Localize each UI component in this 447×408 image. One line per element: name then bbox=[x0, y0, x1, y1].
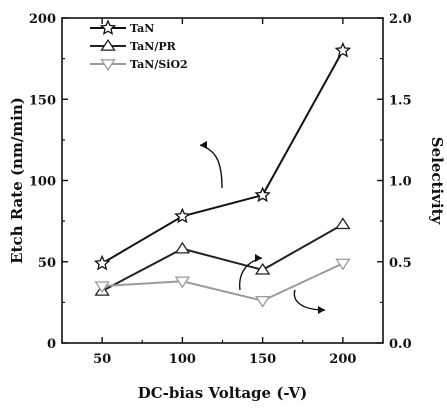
x-tick-label: 100 bbox=[169, 352, 196, 367]
y-axis-left-label: Etch Rate (nm/min) bbox=[8, 97, 26, 264]
legend-label-tan-sio2: TaN/SiO2 bbox=[130, 58, 188, 71]
y-left-tick-label: 150 bbox=[29, 93, 56, 108]
data-point-tan-sio2 bbox=[254, 296, 271, 308]
data-point-tan-pr bbox=[335, 217, 351, 230]
y-left-tick-label: 100 bbox=[29, 175, 56, 190]
data-point-tan-sio2 bbox=[174, 276, 191, 289]
legend-marker-tan bbox=[99, 19, 117, 36]
data-point-tan-pr bbox=[254, 262, 271, 275]
y-right-tick-label: 0.5 bbox=[389, 256, 412, 271]
data-point-tan bbox=[254, 186, 271, 203]
data-point-tan-sio2 bbox=[335, 258, 351, 271]
legend: TaN TaN/PR TaN/SiO2 bbox=[90, 19, 188, 72]
y-right-tick-label: 2.0 bbox=[389, 12, 412, 27]
series-line-tan bbox=[101, 50, 344, 265]
data-point-tan-sio2 bbox=[94, 281, 110, 294]
y-axis-right-label: Selectivity bbox=[428, 137, 446, 226]
ticks-layer: 50 100 150 200 0 50 100 150 200 0.0 0.5 1.0 1.5 2.0 bbox=[29, 12, 412, 367]
data-point-tan bbox=[174, 207, 191, 224]
y-right-tick-label: 1.0 bbox=[389, 175, 412, 190]
y-left-tick-label: 50 bbox=[38, 256, 56, 271]
legend-marker-tan-sio2 bbox=[100, 59, 116, 72]
x-tick-label: 200 bbox=[329, 352, 356, 367]
x-axis-label: DC-bias Voltage (-V) bbox=[138, 384, 308, 402]
legend-label-tan-pr: TaN/PR bbox=[130, 40, 177, 53]
series-layer bbox=[93, 41, 352, 308]
x-tick-label: 150 bbox=[249, 352, 276, 367]
axis-pointer-arrowhead bbox=[318, 306, 325, 314]
axis-pointer-arrowhead bbox=[255, 254, 262, 262]
data-point-tan bbox=[93, 254, 111, 271]
data-point-tan-pr bbox=[174, 241, 191, 254]
axis-pointer-arrow bbox=[199, 144, 223, 189]
y-left-tick-label: 200 bbox=[29, 12, 56, 27]
axis-pointer-arrow bbox=[293, 289, 326, 311]
y-right-tick-label: 1.5 bbox=[389, 93, 412, 108]
series-line-tan-pr bbox=[101, 223, 344, 292]
data-point-tan bbox=[334, 41, 352, 58]
series-line-tan-sio2 bbox=[102, 262, 344, 302]
legend-label-tan: TaN bbox=[130, 22, 154, 35]
axis-pointer-arrows bbox=[199, 141, 326, 314]
y-right-tick-label: 0.0 bbox=[389, 337, 412, 352]
legend-marker-tan-pr bbox=[100, 38, 116, 51]
axis-pointer-arrowhead bbox=[200, 141, 207, 149]
y-left-tick-label: 0 bbox=[47, 337, 56, 352]
x-tick-label: 50 bbox=[93, 352, 111, 367]
